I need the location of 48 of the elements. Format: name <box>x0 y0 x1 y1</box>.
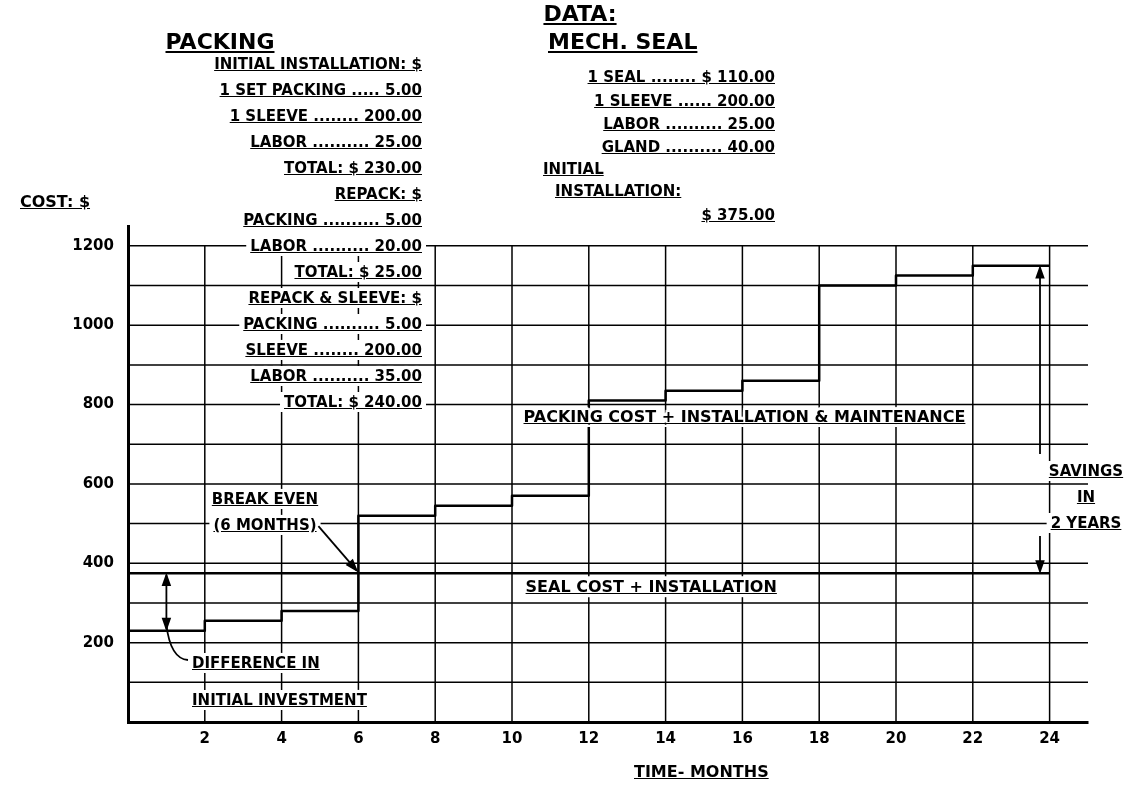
y-tick-label: 1000 <box>72 315 114 334</box>
text: INSTALLATION: <box>555 181 683 202</box>
annotation: LABOR .......... 20.00 <box>249 236 422 257</box>
x-tick-label: 14 <box>655 728 677 747</box>
x-tick-label: 20 <box>885 728 907 747</box>
x-tick-label: 4 <box>276 728 287 747</box>
x-tick-label: 6 <box>353 728 364 747</box>
annotation: TOTAL: $ 240.00 <box>283 392 422 413</box>
text: $ 375.00 <box>700 205 775 226</box>
x-tick-label: 18 <box>808 728 830 747</box>
text: DIFFERENCE IN INITIAL INVESTMENT <box>192 654 367 709</box>
y-tick-label: 400 <box>82 553 114 572</box>
x-tick-label: 12 <box>578 728 600 747</box>
annotation: TOTAL: $ 25.00 <box>293 262 422 283</box>
text: TOTAL: $ 230.00 <box>283 158 422 179</box>
text: REPACK: $ <box>333 184 422 205</box>
text: 1 SET PACKING ..... 5.00 <box>218 80 422 101</box>
x-tick-label: 22 <box>962 728 984 747</box>
annotation: BREAK EVEN (6 MONTHS) <box>210 489 320 536</box>
y-tick-label: 800 <box>82 394 114 413</box>
x-axis-title: TIME- MONTHS <box>634 762 769 781</box>
y-axis-title: COST: $ <box>20 192 91 211</box>
annotation: SLEEVE ........ 200.00 <box>244 340 422 361</box>
text: DATA: <box>542 0 618 28</box>
text: INITIAL <box>543 159 605 180</box>
text: 1 SLEEVE ........ 200.00 <box>228 106 422 127</box>
x-tick-label: 16 <box>731 728 753 747</box>
annotation: LABOR .......... 35.00 <box>249 366 422 387</box>
text: GLAND .......... 40.00 <box>600 137 775 158</box>
text: 1 SEAL ........ $ 110.00 <box>586 67 775 88</box>
text: LABOR .......... 25.00 <box>602 114 775 135</box>
y-tick-label: 1200 <box>72 235 114 254</box>
series-label: SEAL COST + INSTALLATION <box>525 577 777 597</box>
text: LABOR .......... 25.00 <box>249 132 422 153</box>
x-tick-label: 8 <box>429 728 441 747</box>
text: 1 SLEEVE ...... 200.00 <box>593 91 775 112</box>
annotation: REPACK & SLEEVE: $ <box>247 288 422 309</box>
annotation: PACKING .......... 5.00 <box>242 210 422 231</box>
text: PACKING <box>164 28 276 56</box>
y-tick-label: 200 <box>82 632 114 651</box>
x-tick-label: 24 <box>1039 728 1061 747</box>
text: INITIAL INSTALLATION: $ <box>214 55 422 73</box>
text: MECH. SEAL <box>548 28 699 56</box>
annotation: PACKING .......... 5.00 <box>242 314 422 335</box>
annotation: SAVINGS IN 2 YEARS <box>1047 461 1125 534</box>
x-tick-label: 10 <box>501 728 523 747</box>
y-tick-label: 600 <box>82 473 114 492</box>
x-tick-label: 2 <box>199 728 211 747</box>
